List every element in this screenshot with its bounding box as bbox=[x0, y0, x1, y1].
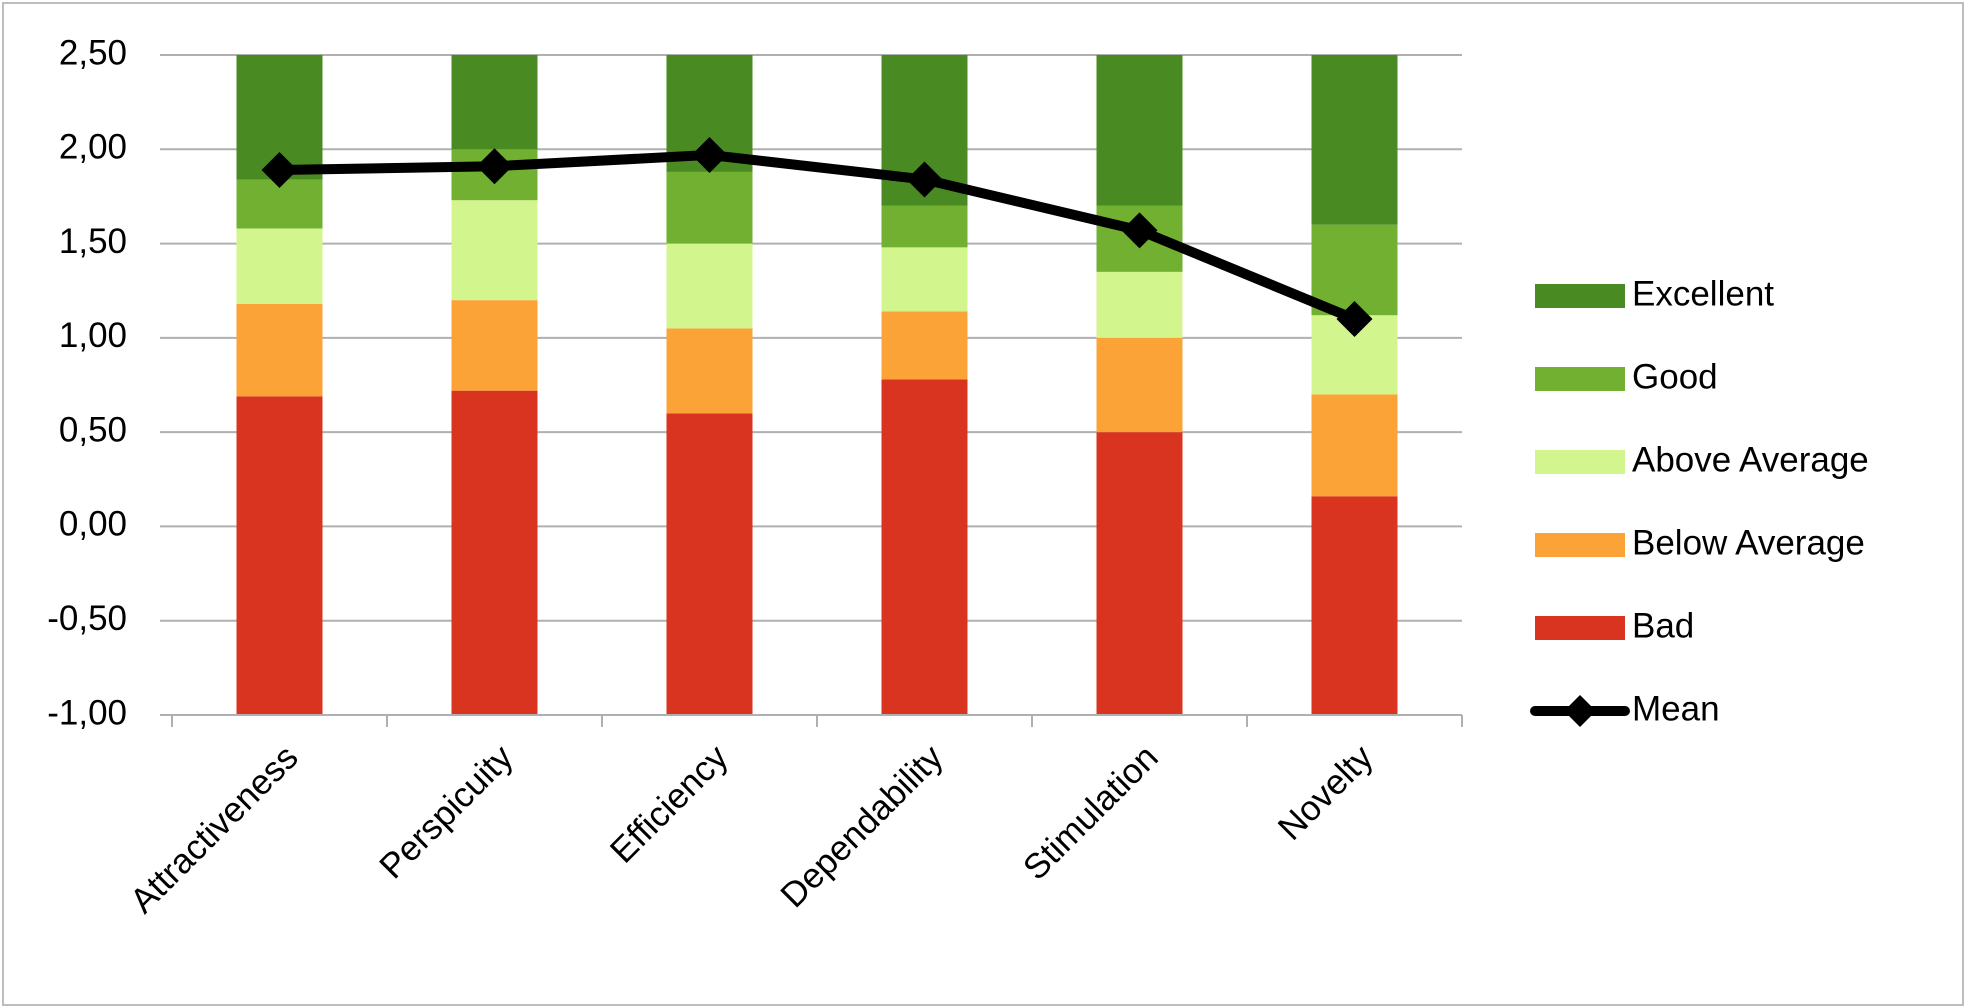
y-tick-label: 2,50 bbox=[59, 33, 127, 72]
y-tick-label: 2,00 bbox=[59, 128, 127, 167]
legend-label: Above Average bbox=[1632, 440, 1869, 479]
bar-segment bbox=[1311, 496, 1398, 715]
legend-marker bbox=[1564, 695, 1596, 727]
bar-segment bbox=[666, 243, 753, 329]
bar-segment bbox=[881, 247, 968, 312]
bar-segment bbox=[881, 311, 968, 380]
bar-segment bbox=[1096, 55, 1183, 206]
bar-segment bbox=[236, 303, 323, 397]
bar-segment bbox=[1096, 271, 1183, 338]
bar-segment bbox=[881, 379, 968, 715]
mean-marker bbox=[476, 148, 513, 185]
mean-marker bbox=[906, 161, 943, 198]
bar-segment bbox=[236, 228, 323, 304]
bar-segment bbox=[451, 300, 538, 391]
bar-segment bbox=[881, 205, 968, 248]
mean-marker bbox=[691, 136, 728, 173]
bar-segment bbox=[666, 171, 753, 244]
bar-segment bbox=[1096, 432, 1183, 715]
bar-segment bbox=[666, 328, 753, 414]
legend-swatch bbox=[1535, 450, 1625, 474]
bar-segment bbox=[451, 200, 538, 301]
y-tick-label: -1,00 bbox=[47, 693, 127, 732]
legend-label: Good bbox=[1632, 357, 1718, 396]
mean-marker bbox=[1336, 301, 1373, 337]
legend-swatch bbox=[1535, 533, 1625, 557]
bar-segment bbox=[1311, 55, 1398, 225]
legend-swatch bbox=[1535, 616, 1625, 640]
mean-marker bbox=[261, 152, 298, 189]
mean-line bbox=[279, 149, 1357, 324]
legend-label: Below Average bbox=[1632, 523, 1865, 562]
legend-label: Excellent bbox=[1632, 274, 1774, 313]
bar-segment bbox=[236, 396, 323, 715]
bar-segment bbox=[1311, 394, 1398, 497]
y-tick-label: 0,50 bbox=[59, 410, 127, 449]
y-tick-label: 0,00 bbox=[59, 505, 127, 544]
bar-segment bbox=[1096, 337, 1183, 433]
y-tick-label: 1,50 bbox=[59, 222, 127, 261]
legend-label: Mean bbox=[1632, 689, 1720, 728]
y-tick-label: 1,00 bbox=[59, 316, 127, 355]
legend-swatch bbox=[1535, 367, 1625, 391]
legend-swatch bbox=[1535, 284, 1625, 308]
bar-segment bbox=[451, 55, 538, 150]
bar-segment bbox=[666, 413, 753, 715]
legend-label: Bad bbox=[1632, 606, 1694, 645]
bar-segment bbox=[451, 390, 538, 715]
bar-segment bbox=[1311, 224, 1398, 316]
mean-marker bbox=[1121, 212, 1158, 249]
y-tick-label: -0,50 bbox=[47, 599, 127, 638]
